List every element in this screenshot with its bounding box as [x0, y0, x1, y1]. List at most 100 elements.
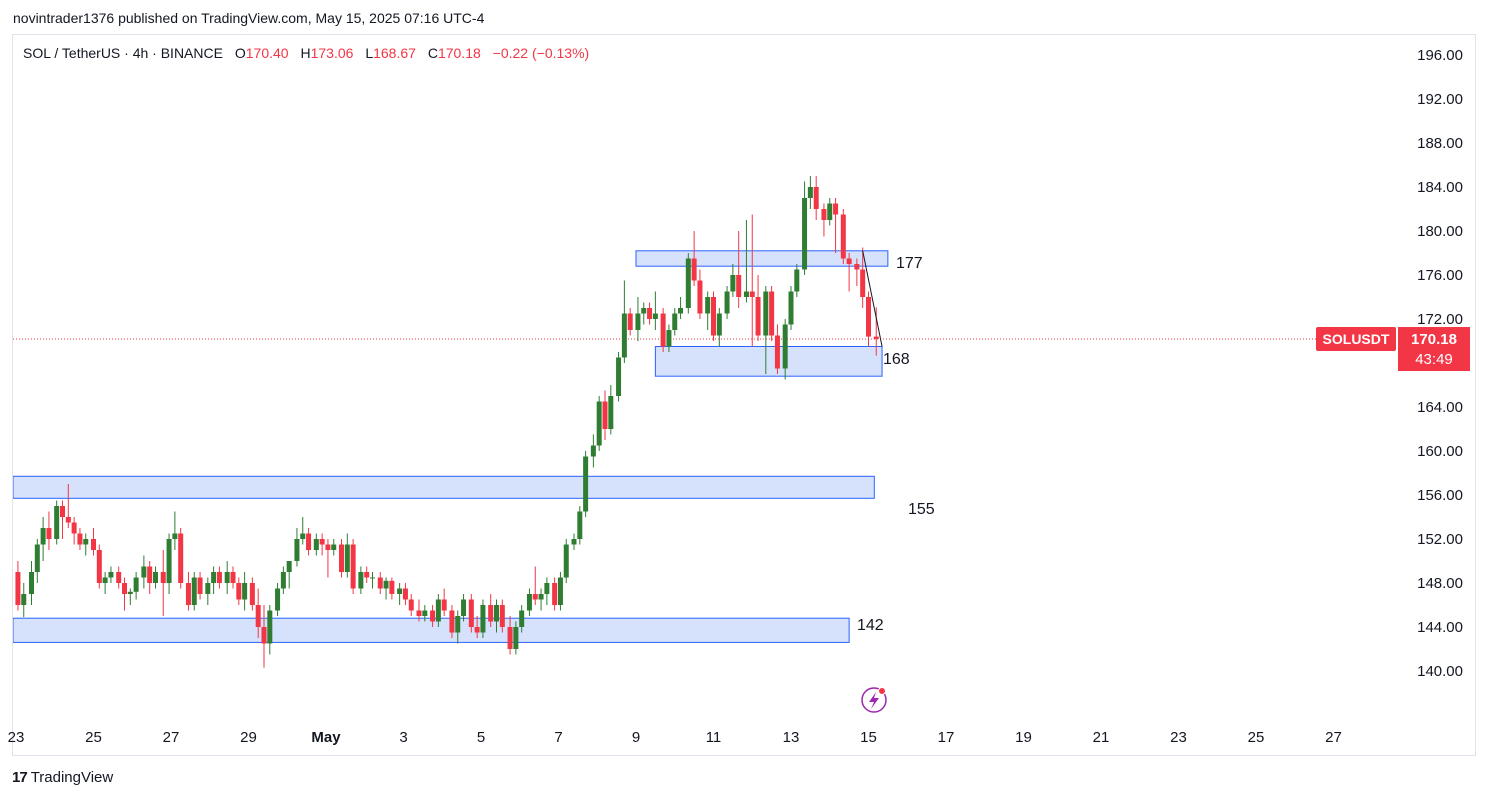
symbol-tag-label: SOLUSDT: [1323, 331, 1390, 347]
candle-body: [306, 534, 311, 551]
candle-body: [141, 567, 146, 578]
candle-body: [603, 402, 608, 430]
symbol-label[interactable]: SOL / TetherUS · 4h · BINANCE: [23, 45, 223, 61]
candle-body: [647, 308, 652, 319]
x-tick-label: 25: [1248, 729, 1265, 746]
candle-body: [217, 572, 222, 583]
candle-body: [519, 611, 524, 628]
candle-body: [54, 506, 59, 539]
candle-body: [808, 187, 813, 198]
candle-body: [736, 275, 741, 297]
y-tick-label: 192.00: [1417, 91, 1463, 108]
candle-body: [653, 314, 658, 320]
candle-body: [72, 523, 77, 534]
candle-body: [750, 292, 755, 298]
candle-body: [287, 561, 292, 572]
candle-body: [494, 605, 499, 622]
candle-body: [725, 292, 730, 314]
candle-body: [572, 539, 577, 545]
candle-body: [128, 592, 133, 594]
candle-body: [417, 611, 422, 617]
candle-body: [116, 572, 121, 583]
candle-body: [841, 215, 846, 259]
candle-body: [744, 292, 749, 298]
candle-body: [769, 292, 774, 336]
y-tick-label: 156.00: [1417, 487, 1463, 504]
candle-body: [358, 572, 363, 589]
candle-body: [225, 572, 230, 583]
candle-body: [192, 578, 197, 606]
candle-body: [161, 572, 166, 583]
candle-body: [641, 308, 646, 314]
candle-body: [364, 572, 369, 578]
candle-body: [730, 275, 735, 292]
candle-body: [66, 517, 71, 523]
tradingview-footer[interactable]: 17 TradingView: [12, 769, 113, 786]
x-tick-label: 29: [240, 729, 257, 746]
close-value: 170.18: [438, 45, 481, 61]
candle-body: [783, 325, 788, 369]
candle-body: [409, 600, 414, 611]
high-value: 173.06: [311, 45, 354, 61]
candle-body: [21, 594, 26, 605]
zone-label-155: 155: [908, 501, 935, 518]
candle-body: [41, 528, 46, 545]
candle-body: [147, 567, 152, 584]
candle-body: [97, 550, 102, 583]
candle-body: [186, 583, 191, 605]
x-tick-label: 17: [938, 729, 955, 746]
candle-body: [256, 605, 261, 627]
candle-body: [236, 583, 241, 600]
candle-body: [775, 336, 780, 369]
candle-body: [608, 396, 613, 429]
candle-body: [616, 358, 621, 397]
x-tick-label: 3: [399, 729, 407, 746]
candle-body: [211, 572, 216, 583]
candle-body: [108, 572, 113, 578]
y-tick-label: 180.00: [1417, 223, 1463, 240]
low-value: 168.67: [373, 45, 416, 61]
y-tick-label: 176.00: [1417, 267, 1463, 284]
candle-body: [205, 583, 210, 594]
candle-body: [281, 572, 286, 589]
candle-body: [134, 578, 139, 592]
y-tick-label: 144.00: [1417, 619, 1463, 636]
candle-body: [705, 297, 710, 314]
brand-name: TradingView: [31, 769, 114, 786]
high-label: H: [300, 45, 310, 61]
y-tick-label: 172.00: [1417, 311, 1463, 328]
candle-body: [378, 578, 383, 589]
x-tick-label: 23: [1170, 729, 1187, 746]
candle-body: [488, 605, 493, 622]
candle-body: [821, 209, 826, 220]
low-label: L: [365, 45, 373, 61]
candle-body: [198, 578, 203, 595]
candle-body: [442, 600, 447, 611]
candle-body: [300, 534, 305, 540]
candle-body: [122, 583, 127, 594]
candle-body: [345, 545, 350, 573]
candle-body: [397, 589, 402, 595]
candle-body: [622, 314, 627, 358]
candle-body: [250, 583, 255, 605]
candle-body: [756, 297, 761, 336]
candle-body: [860, 270, 865, 298]
candle-body: [449, 611, 454, 633]
x-tick-label: 19: [1015, 729, 1032, 746]
candle-body: [866, 297, 871, 337]
candle-body: [717, 314, 722, 336]
candle-body: [325, 545, 330, 551]
candle-body: [661, 314, 666, 347]
candle-body: [847, 259, 852, 265]
close-label: C: [428, 45, 438, 61]
zone-label-168: 168: [883, 351, 910, 368]
candle-body: [231, 572, 236, 583]
y-tick-label: 152.00: [1417, 531, 1463, 548]
candle-body: [469, 600, 474, 628]
candle-body: [178, 534, 183, 584]
candle-body: [500, 605, 505, 627]
candle-body: [628, 314, 633, 331]
candle-body: [833, 204, 838, 215]
candle-body: [294, 539, 299, 561]
